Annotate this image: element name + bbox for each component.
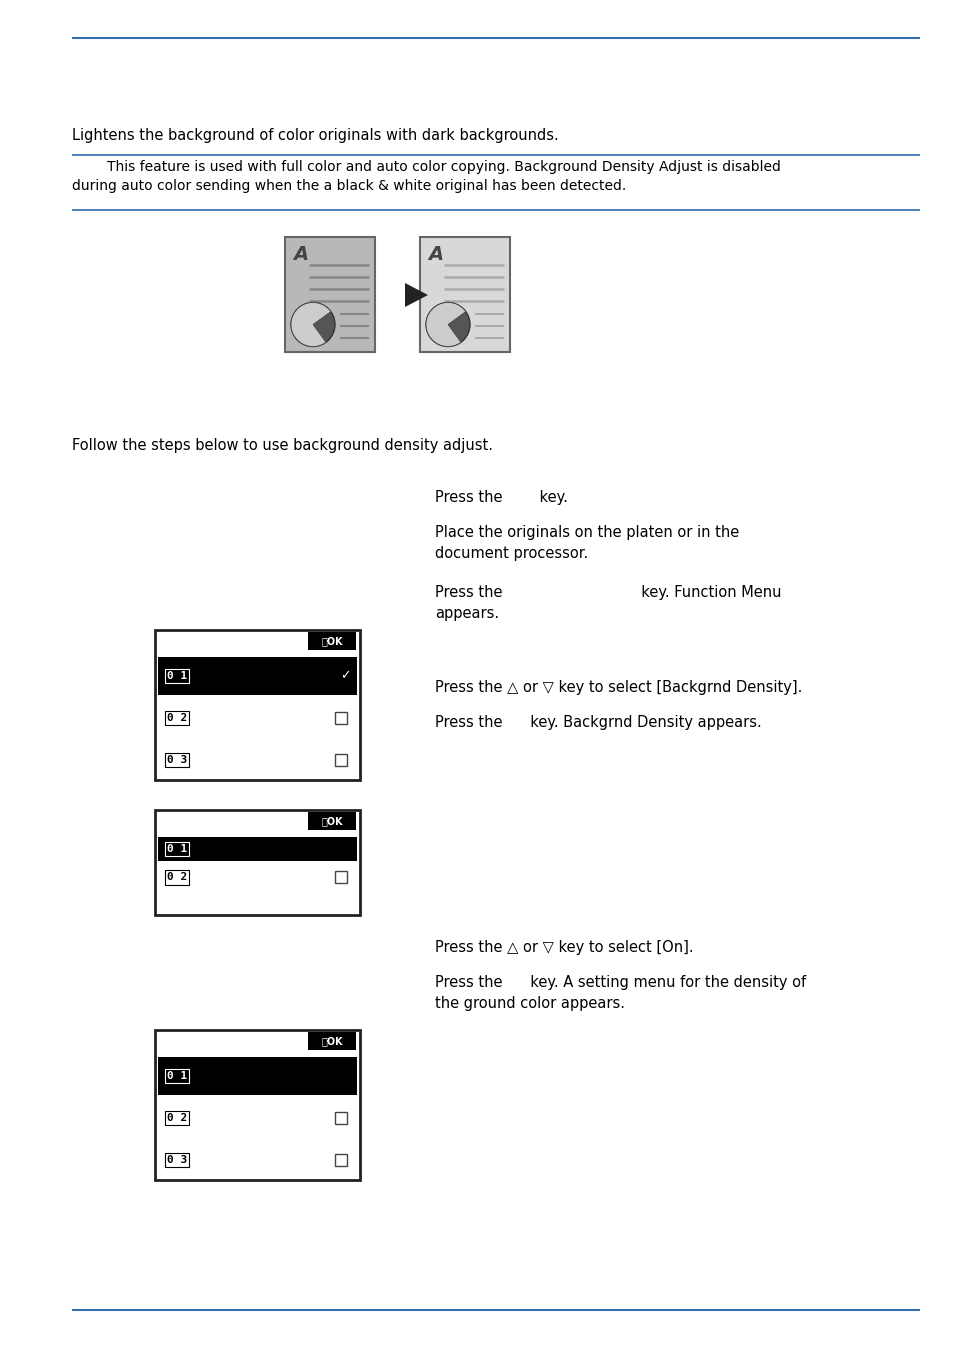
Text: 0 2: 0 2 <box>167 1112 187 1123</box>
FancyBboxPatch shape <box>158 837 356 861</box>
FancyBboxPatch shape <box>308 1031 355 1050</box>
Text: This feature is used with full color and auto color copying. Background Density : This feature is used with full color and… <box>71 161 781 193</box>
FancyBboxPatch shape <box>285 238 375 352</box>
Text: 0 1: 0 1 <box>167 844 187 855</box>
FancyBboxPatch shape <box>335 1112 347 1125</box>
FancyBboxPatch shape <box>335 872 347 883</box>
Text: 0 3: 0 3 <box>167 755 187 765</box>
Text: A: A <box>293 246 308 265</box>
Text: Press the      key. Backgrnd Density appears.: Press the key. Backgrnd Density appears. <box>435 716 760 730</box>
FancyBboxPatch shape <box>154 810 359 915</box>
Text: ✓: ✓ <box>339 670 350 683</box>
FancyBboxPatch shape <box>158 657 356 695</box>
Text: Press the                              key. Function Menu
appears.: Press the key. Function Menu appears. <box>435 585 781 621</box>
Text: 0 3: 0 3 <box>167 1156 187 1165</box>
FancyBboxPatch shape <box>335 755 347 765</box>
FancyBboxPatch shape <box>158 1057 356 1095</box>
Text: 0 1: 0 1 <box>167 1071 187 1081</box>
Text: Place the originals on the platen or in the
document processor.: Place the originals on the platen or in … <box>435 525 739 562</box>
Polygon shape <box>291 302 331 347</box>
Text: Press the △ or ▽ key to select [Backgrnd Density].: Press the △ or ▽ key to select [Backgrnd… <box>435 680 801 695</box>
Text: ⭘OK: ⭘OK <box>321 815 342 826</box>
Circle shape <box>426 302 470 347</box>
Text: A: A <box>428 246 442 265</box>
Text: Press the △ or ▽ key to select [On].: Press the △ or ▽ key to select [On]. <box>435 940 693 954</box>
Text: Press the      key. A setting menu for the density of
the ground color appears.: Press the key. A setting menu for the de… <box>435 975 805 1011</box>
Text: 0 2: 0 2 <box>167 872 187 883</box>
Text: 0 1: 0 1 <box>167 671 187 680</box>
Polygon shape <box>426 302 465 347</box>
FancyBboxPatch shape <box>154 1030 359 1180</box>
Text: Press the        key.: Press the key. <box>435 490 567 505</box>
Text: ⭘OK: ⭘OK <box>321 1035 342 1046</box>
Text: Follow the steps below to use background density adjust.: Follow the steps below to use background… <box>71 437 493 454</box>
Circle shape <box>291 302 335 347</box>
FancyBboxPatch shape <box>154 630 359 780</box>
Polygon shape <box>405 284 428 306</box>
FancyBboxPatch shape <box>335 1154 347 1166</box>
Text: ⭘OK: ⭘OK <box>321 636 342 647</box>
FancyBboxPatch shape <box>419 238 510 352</box>
FancyBboxPatch shape <box>335 711 347 724</box>
FancyBboxPatch shape <box>308 632 355 649</box>
FancyBboxPatch shape <box>308 811 355 830</box>
Text: Lightens the background of color originals with dark backgrounds.: Lightens the background of color origina… <box>71 128 558 143</box>
Text: 0 2: 0 2 <box>167 713 187 724</box>
